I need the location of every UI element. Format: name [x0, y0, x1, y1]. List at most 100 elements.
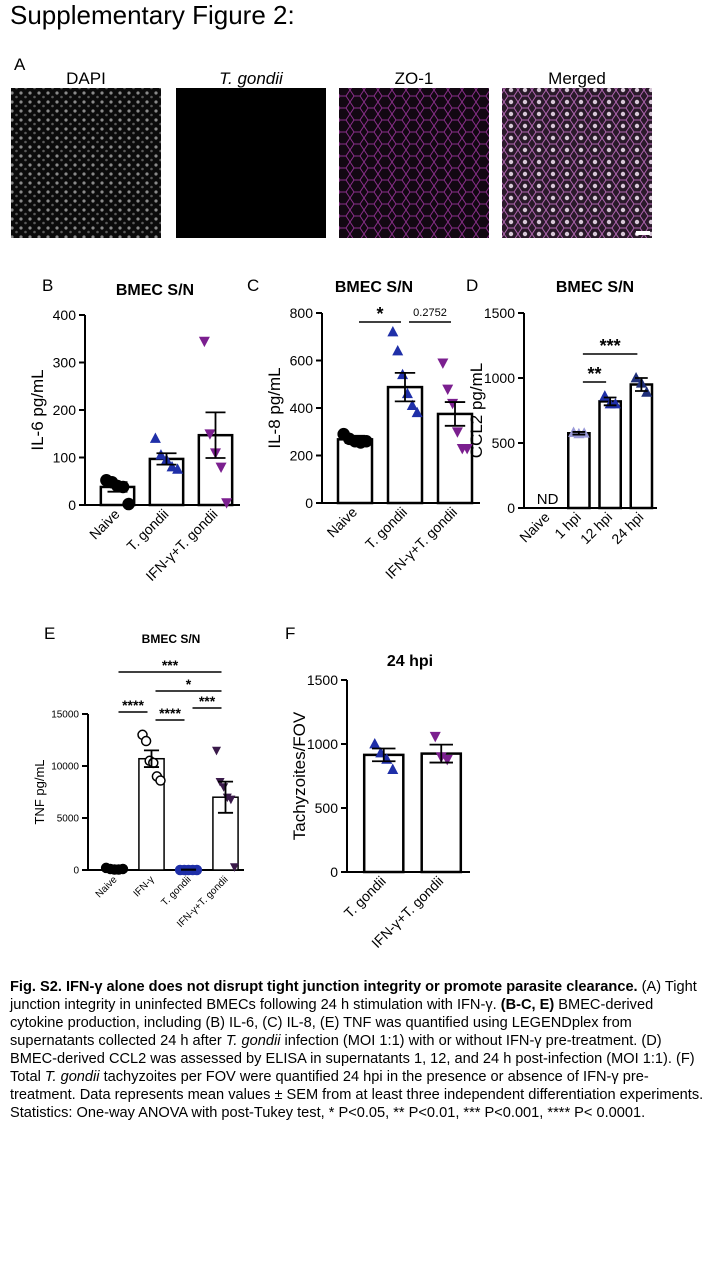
data-point	[392, 344, 404, 356]
bar	[567, 432, 591, 510]
y-axis-label: IL-8 pg/mL	[265, 367, 284, 448]
y-tick-label: 0	[507, 500, 515, 516]
data-point	[369, 737, 381, 749]
y-axis-label: Tachyzoites/FOV	[290, 711, 309, 840]
data-point	[387, 763, 399, 774]
scale-bar	[636, 231, 650, 235]
micrograph	[176, 88, 326, 238]
data-point	[219, 783, 229, 792]
caption-text: (A) Tight junction integrity in uninfect…	[10, 979, 697, 1013]
x-tick-label: 12 hpi	[577, 509, 615, 547]
data-point	[411, 406, 423, 418]
error-bar	[156, 452, 177, 466]
y-tick-label: 1500	[484, 305, 515, 321]
data-point	[360, 435, 373, 448]
y-tick-label: 10000	[51, 762, 79, 773]
error-bar	[344, 434, 366, 444]
error-bar	[143, 749, 160, 768]
y-axis-label: TNF pg/mL	[32, 759, 47, 824]
micrograph	[502, 88, 652, 238]
error-bar	[217, 780, 234, 814]
y-tick-label: 5000	[57, 814, 80, 825]
chart-title: BMEC S/N	[142, 632, 201, 646]
data-point	[215, 462, 227, 474]
chart-title: 24 hpi	[387, 653, 433, 670]
y-tick-label: 800	[290, 305, 314, 321]
error-bar	[635, 377, 648, 392]
data-point	[212, 746, 222, 756]
bar	[386, 385, 424, 505]
x-tick-label: Naive	[94, 874, 120, 900]
y-tick-label: 400	[290, 400, 314, 416]
chart-title: BMEC S/N	[116, 282, 194, 299]
data-point	[155, 775, 166, 786]
figure: Supplementary Figure 2: A DAPI T. gondii…	[10, 0, 657, 951]
y-axis-label: IL-6 pg/mL	[28, 369, 47, 450]
data-point	[172, 463, 184, 474]
significance-label: ***	[199, 693, 216, 709]
bar	[420, 752, 463, 874]
image-label: Merged	[548, 69, 606, 88]
error-bar	[372, 747, 396, 763]
bar	[598, 400, 622, 510]
y-tick-label: 15000	[51, 710, 79, 721]
y-tick-label: 600	[290, 352, 314, 368]
y-tick-label: 0	[73, 866, 79, 877]
significance-label: **	[587, 364, 601, 384]
x-tick-label: IFN-γ	[132, 874, 157, 899]
y-tick-label: 1000	[307, 736, 338, 752]
x-tick-label: Naive	[516, 509, 553, 546]
y-tick-label: 0	[305, 495, 313, 511]
x-tick-label: T. gondii	[362, 504, 410, 552]
panel-label: D	[466, 276, 478, 295]
x-tick-label: T. gondii	[160, 874, 194, 908]
data-point	[442, 384, 454, 396]
chart-title: BMEC S/N	[335, 279, 413, 296]
x-tick-label: T. gondii	[341, 873, 389, 921]
data-point	[229, 863, 239, 872]
data-point	[429, 731, 441, 743]
caption-text: BMEC-derived cytokine production, includ…	[10, 997, 654, 1049]
y-axis-label: CCL2 pg/mL	[467, 363, 486, 458]
y-tick-label: 500	[315, 800, 339, 816]
significance-label: ***	[600, 336, 621, 356]
image-label: DAPI	[66, 69, 106, 88]
data-point	[437, 358, 449, 369]
panel-label: B	[42, 276, 53, 295]
significance-label: ***	[162, 657, 179, 673]
panel-label: C	[247, 276, 259, 295]
y-tick-label: 500	[492, 435, 516, 451]
error-bar	[572, 431, 586, 436]
data-point	[149, 432, 161, 443]
y-tick-label: 1000	[484, 370, 515, 386]
data-point	[387, 325, 399, 337]
error-bar	[107, 481, 128, 493]
data-point	[461, 443, 473, 455]
data-point	[198, 336, 210, 348]
x-tick-label: 24 hpi	[608, 509, 646, 547]
error-bar	[429, 743, 453, 764]
data-point	[599, 390, 611, 401]
y-tick-label: 0	[330, 864, 338, 880]
x-tick-label: Naive	[323, 504, 360, 541]
caption-text: T. gondii	[225, 1033, 281, 1049]
chart-title: BMEC S/N	[556, 279, 634, 296]
caption-text: infection (MOI 1:1) with or without IFN-…	[10, 1033, 695, 1085]
data-point	[140, 735, 152, 747]
micrograph	[339, 88, 489, 238]
significance-label: ****	[159, 705, 181, 721]
panel-label: F	[285, 624, 295, 643]
y-tick-label: 400	[53, 307, 77, 323]
error-bar	[444, 401, 466, 427]
bar	[629, 383, 654, 510]
data-point	[221, 498, 233, 509]
y-tick-label: 1500	[307, 672, 338, 688]
error-bar	[603, 396, 617, 407]
data-point	[148, 757, 159, 769]
panel-label: E	[44, 624, 55, 643]
caption-text: tachyzoites per FOV were quantified 24 h…	[10, 1069, 704, 1121]
caption-text: (B-C, E)	[500, 997, 555, 1013]
significance-label: *	[376, 304, 383, 324]
bar	[362, 753, 405, 874]
y-tick-label: 200	[53, 402, 77, 418]
